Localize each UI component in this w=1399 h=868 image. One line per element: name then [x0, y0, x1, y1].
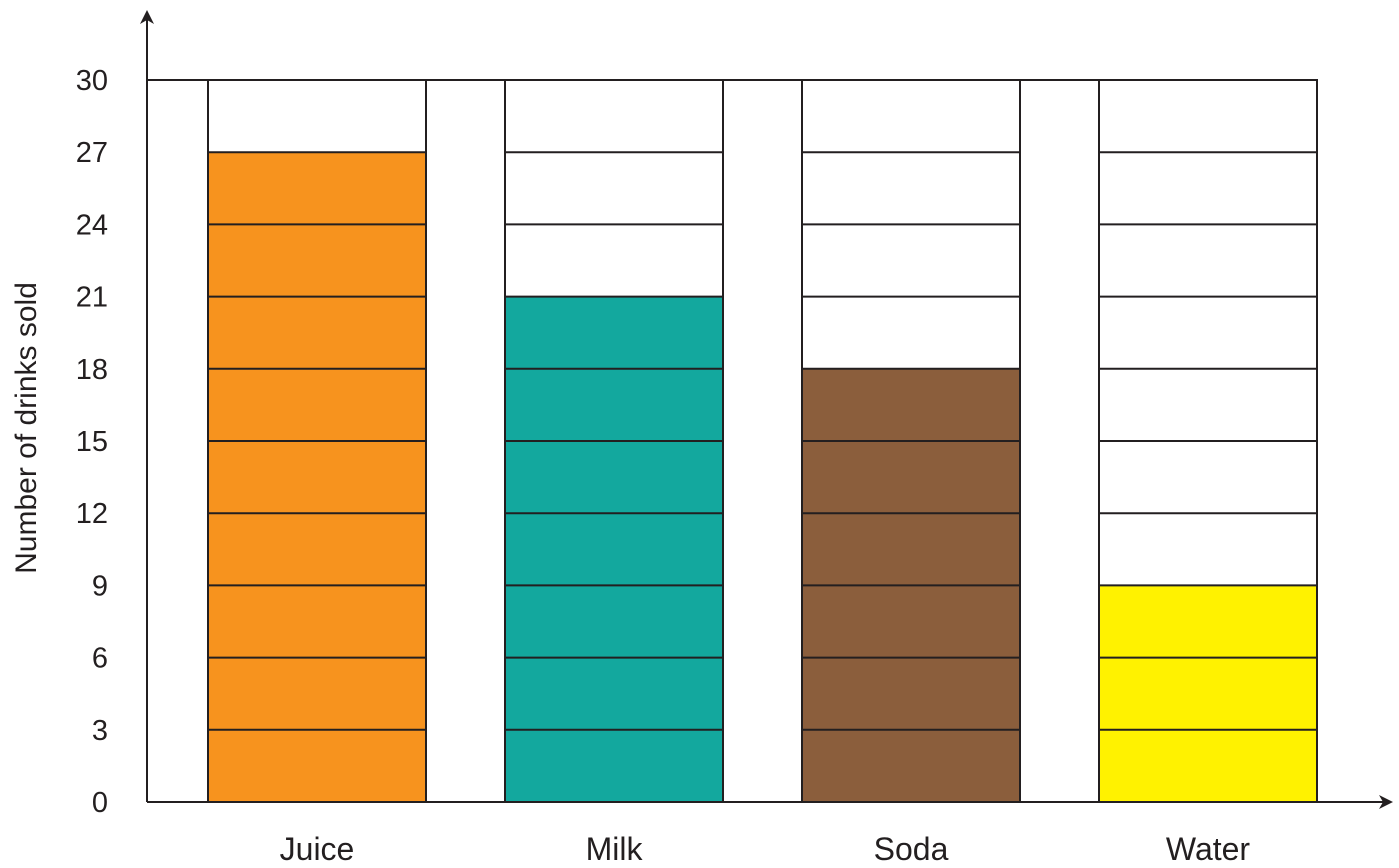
x-category-label: Juice	[280, 831, 355, 867]
y-tick-label: 12	[76, 498, 108, 530]
y-tick-label: 24	[76, 209, 108, 241]
y-tick-label: 9	[92, 570, 108, 602]
y-tick-label: 6	[92, 643, 108, 675]
axes	[140, 10, 1393, 809]
y-tick-label: 27	[76, 137, 108, 169]
y-axis-arrowhead	[140, 10, 154, 24]
y-tick-label: 18	[76, 354, 108, 386]
y-tick-label: 3	[92, 715, 108, 747]
bar-juice	[208, 152, 426, 802]
y-axis-title: Number of drinks sold	[10, 282, 43, 574]
y-tick-labels: 0 3 6 9 12 15 18 21 24 27 30	[76, 65, 108, 819]
bar-milk	[505, 296, 723, 802]
x-category-label: Water	[1166, 831, 1251, 867]
y-tick-label: 30	[76, 65, 108, 97]
x-axis-arrowhead	[1379, 795, 1393, 809]
bar-columns	[207, 79, 1318, 803]
bar-water	[1099, 585, 1317, 802]
x-category-labels: Juice Milk Soda Water	[280, 831, 1251, 867]
x-category-label: Soda	[874, 831, 949, 867]
y-tick-label: 15	[76, 426, 108, 458]
y-tick-label: 21	[76, 282, 108, 314]
x-category-label: Milk	[586, 831, 644, 867]
y-tick-label: 0	[92, 787, 108, 819]
